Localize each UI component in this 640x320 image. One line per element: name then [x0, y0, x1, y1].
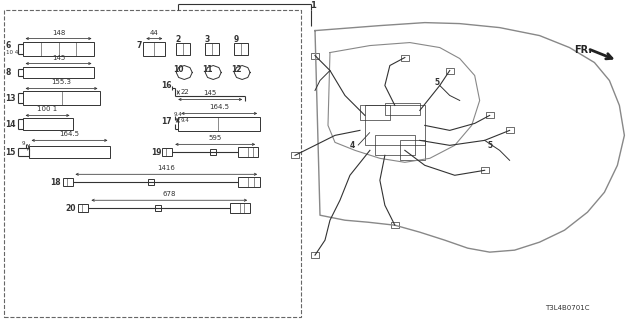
Text: 148: 148: [52, 29, 65, 36]
Text: 4: 4: [350, 141, 355, 150]
Text: 9: 9: [22, 141, 25, 146]
Text: 20: 20: [65, 204, 76, 213]
Bar: [29, 146, 111, 158]
Text: 9: 9: [233, 35, 239, 44]
Bar: [148, 179, 154, 185]
Text: 3: 3: [204, 35, 209, 44]
Bar: [179, 117, 260, 132]
Text: 6: 6: [6, 41, 11, 50]
Bar: [506, 127, 514, 133]
Text: 155.3: 155.3: [52, 79, 72, 85]
Bar: [176, 43, 190, 54]
Text: 12: 12: [231, 65, 242, 74]
Text: 14: 14: [6, 120, 16, 129]
Text: 22: 22: [180, 90, 189, 95]
Text: 9.4: 9.4: [173, 112, 182, 117]
Bar: [210, 149, 216, 155]
Bar: [22, 67, 95, 78]
Bar: [375, 135, 415, 155]
Bar: [143, 42, 165, 56]
Bar: [486, 112, 493, 118]
Bar: [205, 43, 220, 54]
Bar: [400, 140, 425, 160]
Bar: [238, 147, 258, 157]
Bar: [22, 92, 100, 105]
Bar: [291, 152, 299, 158]
Text: 15: 15: [6, 148, 16, 157]
Text: 2: 2: [175, 35, 180, 44]
Bar: [63, 178, 72, 186]
Bar: [311, 52, 319, 59]
Bar: [22, 118, 72, 130]
Bar: [401, 54, 409, 60]
Bar: [79, 204, 88, 212]
Text: 145: 145: [204, 91, 217, 96]
Bar: [156, 205, 161, 211]
Text: 145: 145: [52, 54, 65, 60]
Text: 7: 7: [136, 41, 141, 50]
Text: 10 4: 10 4: [6, 50, 18, 55]
Text: 18: 18: [51, 178, 61, 187]
Text: 164.5: 164.5: [60, 132, 79, 137]
Text: 8: 8: [6, 68, 11, 77]
Text: 17: 17: [161, 117, 172, 126]
Bar: [311, 252, 319, 258]
Bar: [365, 105, 425, 145]
Text: 678: 678: [163, 191, 176, 197]
Text: 10: 10: [173, 65, 184, 74]
Bar: [4, 10, 301, 317]
Text: 11: 11: [202, 65, 212, 74]
Text: 16: 16: [161, 81, 172, 90]
Bar: [163, 148, 172, 156]
Text: 13: 13: [6, 94, 16, 103]
Bar: [234, 43, 248, 54]
Text: 9.4: 9.4: [180, 118, 189, 123]
Bar: [391, 222, 399, 228]
Text: FR.: FR.: [575, 44, 593, 54]
Text: 100 1: 100 1: [37, 107, 58, 112]
Text: T3L4B0701C: T3L4B0701C: [545, 305, 589, 311]
Text: 44: 44: [150, 29, 159, 36]
Text: 1: 1: [310, 1, 316, 10]
Bar: [385, 103, 420, 116]
Text: 164.5: 164.5: [209, 104, 229, 110]
Text: 19: 19: [151, 148, 162, 157]
Bar: [238, 177, 260, 187]
Bar: [445, 68, 454, 74]
Text: 595: 595: [209, 135, 222, 141]
Bar: [230, 203, 250, 213]
Bar: [22, 42, 95, 56]
Text: 1416: 1416: [157, 165, 175, 171]
Bar: [360, 105, 390, 120]
Text: 5: 5: [435, 78, 440, 87]
Text: 5: 5: [488, 141, 493, 150]
Bar: [481, 167, 489, 173]
